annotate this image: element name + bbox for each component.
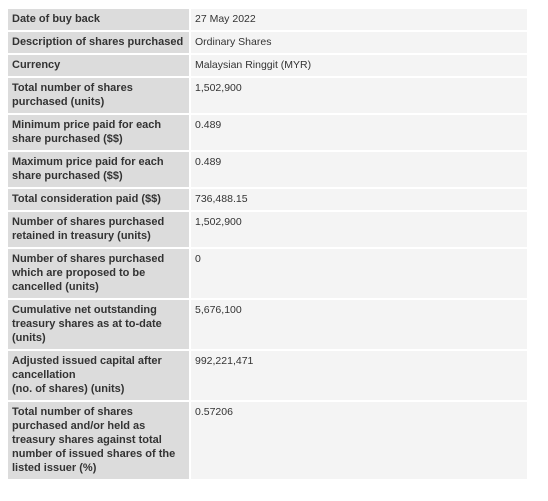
row-value-date-of-buy-back: 27 May 2022 bbox=[191, 9, 527, 30]
row-label-date-of-buy-back: Date of buy back bbox=[8, 9, 189, 30]
row-value-currency: Malaysian Ringgit (MYR) bbox=[191, 55, 527, 76]
row-label-treasury-percentage: Total number of shares purchased and/or … bbox=[8, 402, 189, 479]
row-label-currency: Currency bbox=[8, 55, 189, 76]
table-row: Cumulative net outstanding treasury shar… bbox=[8, 300, 527, 349]
table-row: Total number of shares purchased (units)… bbox=[8, 78, 527, 113]
row-label-total-shares-purchased: Total number of shares purchased (units) bbox=[8, 78, 189, 113]
row-value-minimum-price: 0.489 bbox=[191, 115, 527, 150]
table-row: Total consideration paid ($$) 736,488.15 bbox=[8, 189, 527, 210]
row-label-proposed-to-be-cancelled: Number of shares purchased which are pro… bbox=[8, 249, 189, 298]
row-value-adjusted-issued-capital: 992,221,471 bbox=[191, 351, 527, 400]
row-value-cumulative-treasury-shares: 5,676,100 bbox=[191, 300, 527, 349]
row-label-total-consideration: Total consideration paid ($$) bbox=[8, 189, 189, 210]
table-row: Maximum price paid for each share purcha… bbox=[8, 152, 527, 187]
row-value-proposed-to-be-cancelled: 0 bbox=[191, 249, 527, 298]
row-label-cumulative-treasury-shares: Cumulative net outstanding treasury shar… bbox=[8, 300, 189, 349]
row-value-description-of-shares: Ordinary Shares bbox=[191, 32, 527, 53]
table-row: Number of shares purchased which are pro… bbox=[8, 249, 527, 298]
row-label-maximum-price: Maximum price paid for each share purcha… bbox=[8, 152, 189, 187]
share-buyback-details: Date of buy back 27 May 2022 Description… bbox=[6, 7, 529, 481]
share-buyback-table: Date of buy back 27 May 2022 Description… bbox=[6, 7, 529, 481]
table-row: Minimum price paid for each share purcha… bbox=[8, 115, 527, 150]
table-row: Number of shares purchased retained in t… bbox=[8, 212, 527, 247]
table-row: Date of buy back 27 May 2022 bbox=[8, 9, 527, 30]
row-label-retained-in-treasury: Number of shares purchased retained in t… bbox=[8, 212, 189, 247]
row-value-total-consideration: 736,488.15 bbox=[191, 189, 527, 210]
row-label-minimum-price: Minimum price paid for each share purcha… bbox=[8, 115, 189, 150]
table-row: Currency Malaysian Ringgit (MYR) bbox=[8, 55, 527, 76]
row-label-description-of-shares: Description of shares purchased bbox=[8, 32, 189, 53]
table-row: Adjusted issued capital after cancellati… bbox=[8, 351, 527, 400]
row-value-treasury-percentage: 0.57206 bbox=[191, 402, 527, 479]
table-row: Total number of shares purchased and/or … bbox=[8, 402, 527, 479]
row-value-retained-in-treasury: 1,502,900 bbox=[191, 212, 527, 247]
table-row: Description of shares purchased Ordinary… bbox=[8, 32, 527, 53]
row-value-maximum-price: 0.489 bbox=[191, 152, 527, 187]
row-value-total-shares-purchased: 1,502,900 bbox=[191, 78, 527, 113]
row-label-adjusted-issued-capital: Adjusted issued capital after cancellati… bbox=[8, 351, 189, 400]
